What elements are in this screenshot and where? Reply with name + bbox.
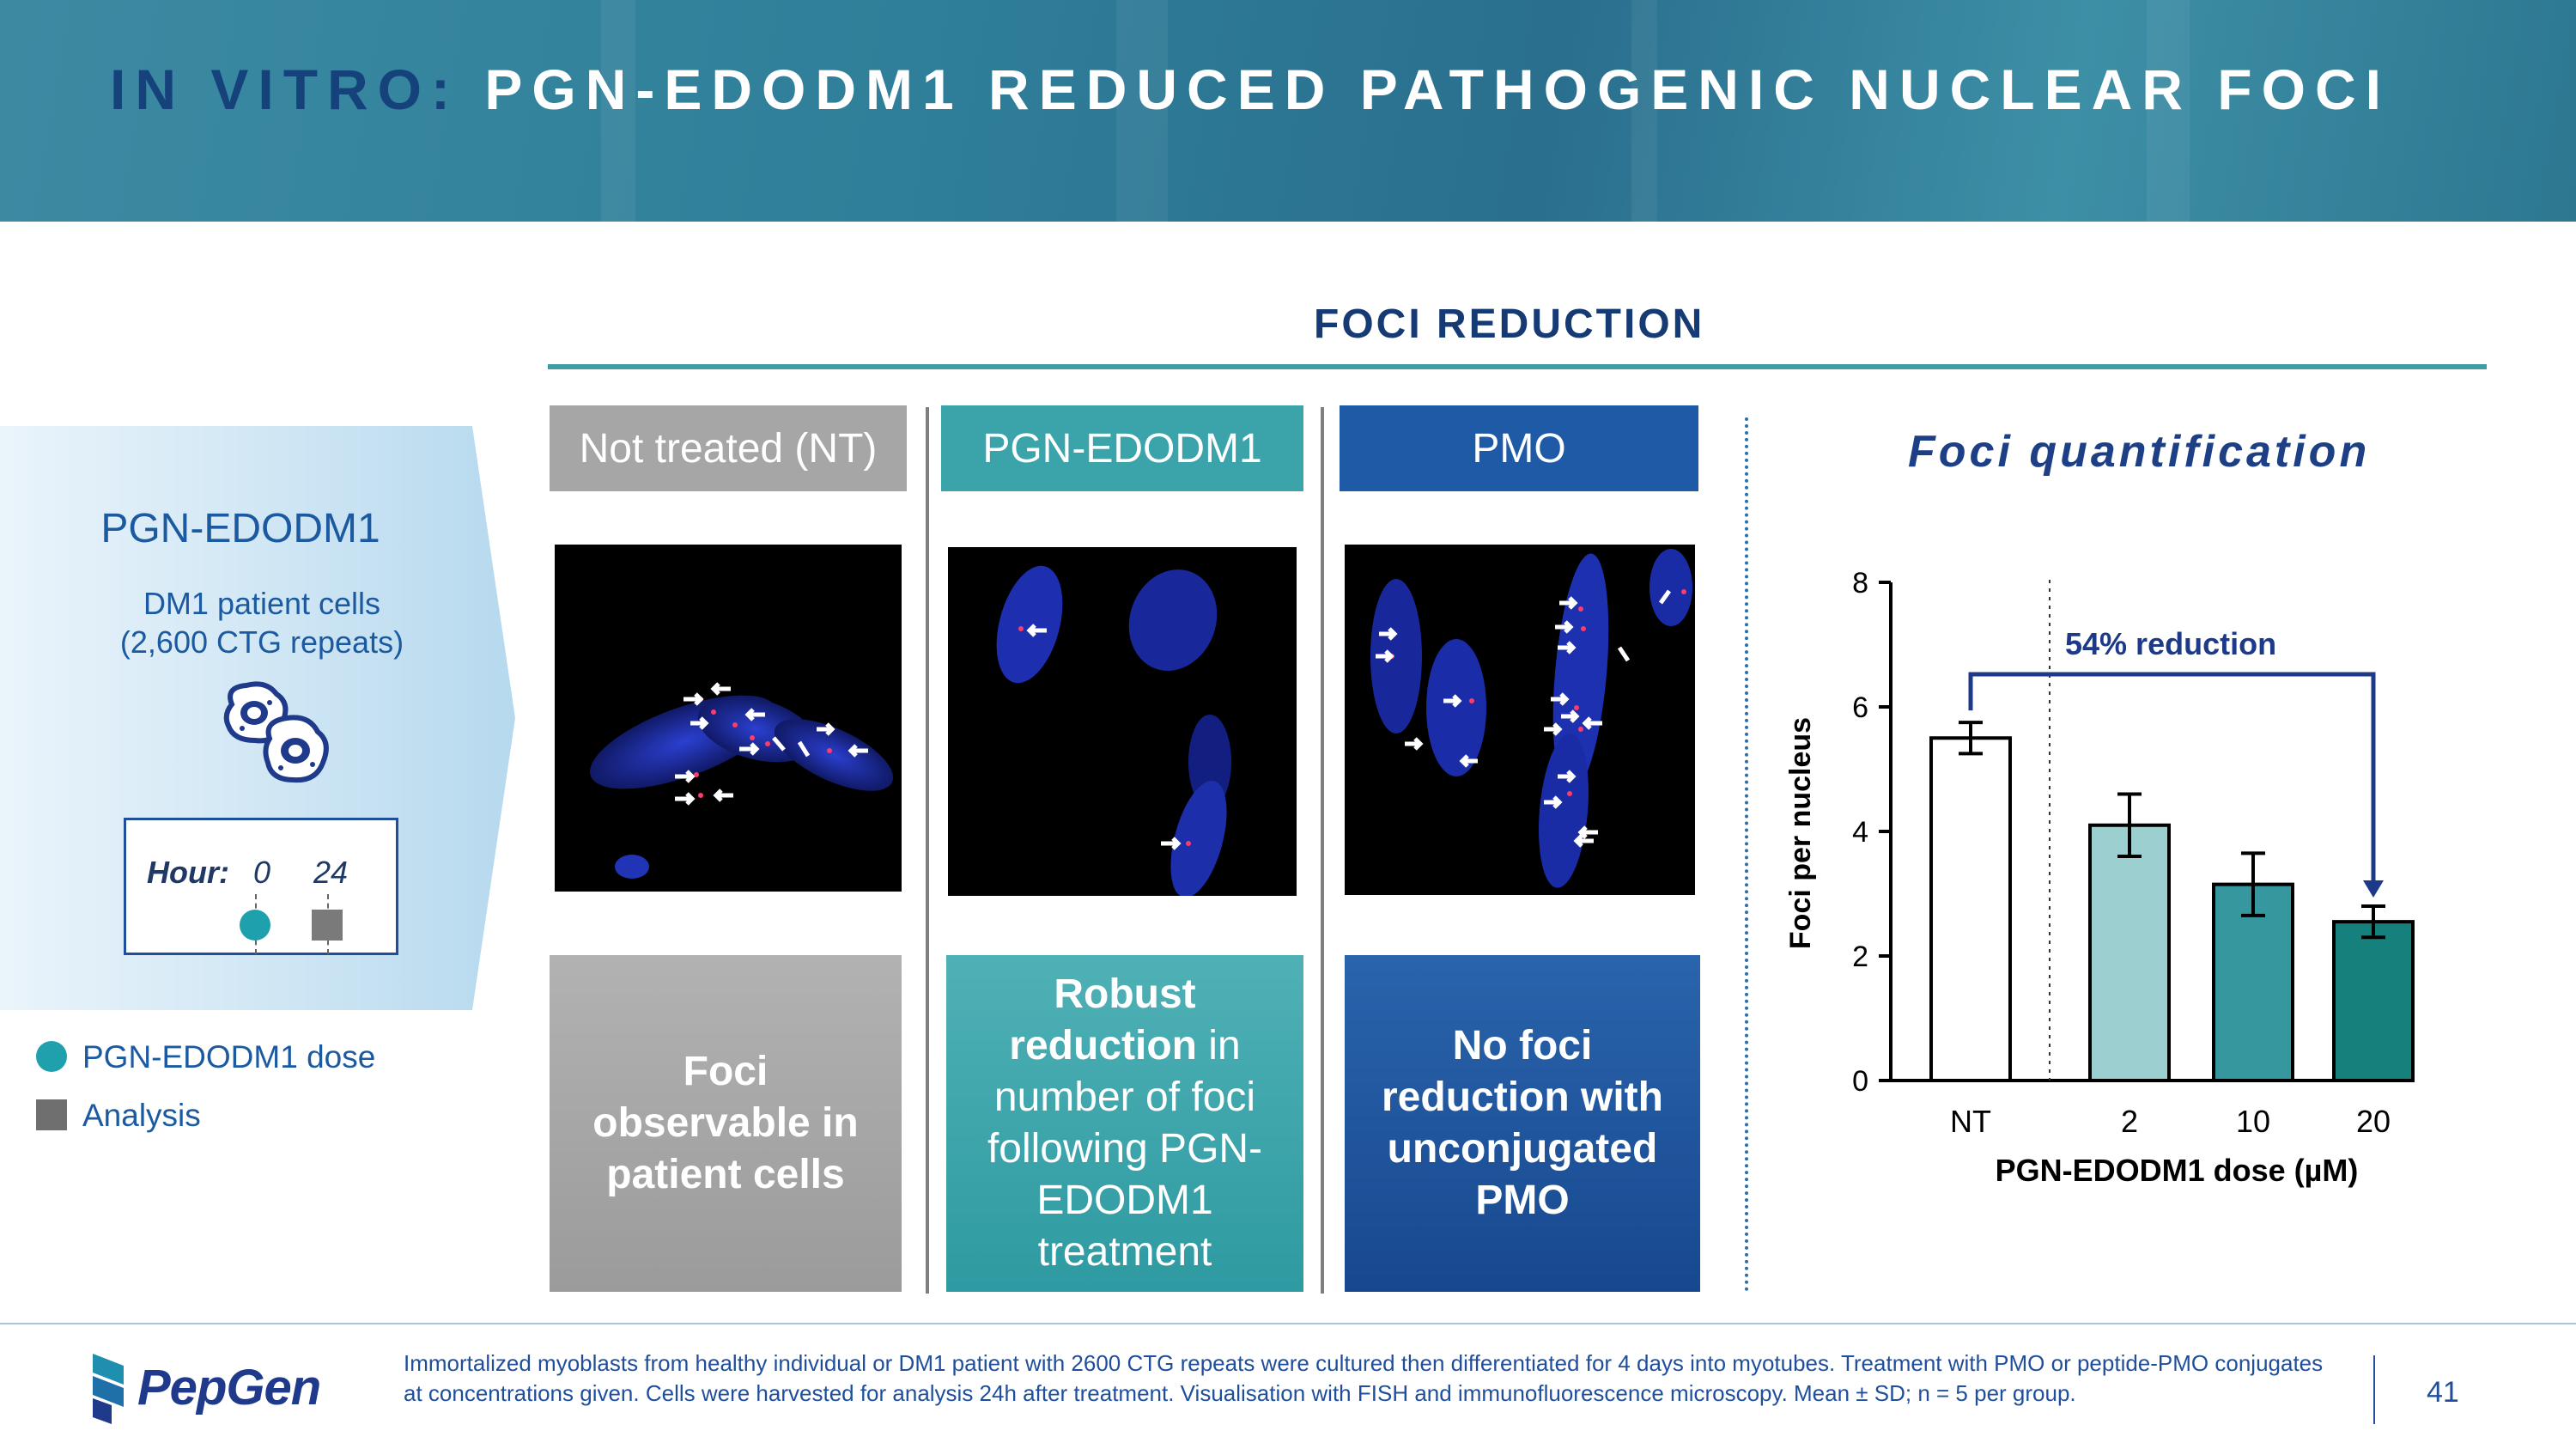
column-header-pmo: PMO	[1340, 405, 1698, 491]
section-divider	[548, 364, 2487, 369]
caption-line: observable in	[592, 1100, 859, 1146]
pepgen-logo: PepGen	[137, 1360, 321, 1416]
caption-line: number of foci	[993, 1075, 1256, 1120]
footer-divider	[0, 1323, 2576, 1324]
cells-icon	[223, 681, 329, 783]
banner-decoration	[1631, 0, 1657, 222]
bar	[2212, 882, 2294, 1082]
column-header-pgn: PGN-EDODM1	[941, 405, 1303, 491]
banner-decoration	[2147, 0, 2190, 222]
reduction-arrowhead	[2363, 880, 2384, 898]
column-header-nt: Not treated (NT)	[550, 405, 907, 491]
section-title: FOCI REDUCTION	[1314, 301, 1705, 347]
dose-marker-icon	[240, 910, 270, 941]
y-tick-label: 4	[1852, 816, 1868, 849]
caption-line: treatment	[1037, 1229, 1212, 1275]
timeline-hour-24: 24	[313, 855, 349, 890]
micrograph-pmo	[1345, 545, 1695, 895]
caption-pgn: Robust reduction in number of foci follo…	[946, 955, 1303, 1292]
caption-nt: Foci observable in patient cells	[550, 955, 902, 1292]
dose-legend-icon	[36, 1041, 67, 1072]
analysis-marker-icon	[312, 910, 343, 941]
study-compound-title: PGN-EDODM1	[100, 506, 380, 551]
x-tick-label: NT	[1950, 1104, 1991, 1139]
timeline-label: Hour:	[147, 855, 229, 890]
chart-title: Foci quantification	[1908, 427, 2371, 477]
chart-labels: 0 2 4 6 8 NT 2 10 20 54% reduction PGN-EDODM1 dose…	[1784, 567, 2391, 1188]
y-axis-label: Foci per nucleus	[1784, 717, 1817, 949]
pepgen-logo-icon	[93, 1354, 124, 1424]
y-tick-label: 0	[1852, 1065, 1868, 1098]
column-divider	[926, 407, 929, 1294]
caption-text: in	[1196, 1023, 1241, 1068]
page-number: 41	[2427, 1376, 2459, 1409]
reduction-bracket	[1968, 672, 2376, 894]
banner-decoration	[1116, 0, 1168, 222]
foci-chart: 0 2 4 6 8 NT 2 10 20 54% reduction PGN-EDODM1 dose…	[1784, 567, 2415, 1188]
x-tick-label: 2	[2121, 1104, 2138, 1139]
reduction-annotation: 54% reduction	[2065, 626, 2276, 661]
caption-line: reduction with	[1382, 1075, 1663, 1120]
x-tick-label: 20	[2356, 1104, 2391, 1139]
column-divider	[1321, 407, 1324, 1294]
title-main: PGN-EDODM1 REDUCED PATHOGENIC NUCLEAR FO…	[484, 58, 2391, 121]
timeline-hour-0: 0	[253, 855, 271, 890]
caption-emphasis: reduction	[1009, 1023, 1197, 1068]
x-tick-label: 10	[2236, 1104, 2270, 1139]
caption-pmo: No foci reduction with unconjugated PMO	[1345, 955, 1700, 1292]
legend-dose: PGN-EDODM1 dose	[82, 1039, 376, 1075]
caption-line: PMO	[1475, 1178, 1570, 1223]
caption-line: Foci	[683, 1049, 769, 1094]
caption-line: following PGN-	[987, 1126, 1263, 1172]
y-tick-label: 6	[1852, 691, 1868, 724]
bar	[2332, 920, 2415, 1082]
caption-line: Robust	[1054, 971, 1196, 1017]
repeats-line: (2,600 CTG repeats)	[119, 624, 404, 660]
micrograph-pgn	[948, 547, 1297, 896]
bar	[2088, 823, 2171, 1082]
x-axis-label: PGN-EDODM1 dose (µM)	[1996, 1153, 2359, 1188]
bar	[1929, 736, 2012, 1082]
analysis-legend-icon	[36, 1099, 67, 1130]
footer-separator	[2373, 1355, 2375, 1424]
caption-line: EDODM1	[1036, 1178, 1213, 1223]
cells-line: DM1 patient cells	[143, 586, 381, 621]
study-cells-description: DM1 patient cells (2,600 CTG repeats)	[0, 584, 524, 661]
y-tick-label: 8	[1852, 567, 1868, 600]
page-title: IN VITRO: PGN-EDODM1 REDUCED PATHOGENIC …	[110, 57, 2391, 122]
timeline-box: Hour: 0 24	[124, 818, 398, 955]
legend-analysis: Analysis	[82, 1098, 201, 1133]
caption-line: No foci	[1452, 1023, 1593, 1068]
caption-line: unconjugated	[1387, 1126, 1658, 1172]
footnote: Immortalized myoblasts from healthy indi…	[404, 1350, 2324, 1406]
y-tick-label: 2	[1852, 941, 1868, 973]
chart-bars	[1929, 721, 2415, 1082]
header-banner	[0, 0, 2576, 222]
micrograph-nt	[555, 545, 902, 892]
title-prefix: IN VITRO:	[110, 58, 459, 121]
banner-decoration	[601, 0, 635, 222]
chart-divider	[1745, 417, 1748, 1292]
caption-line: patient cells	[606, 1152, 845, 1197]
